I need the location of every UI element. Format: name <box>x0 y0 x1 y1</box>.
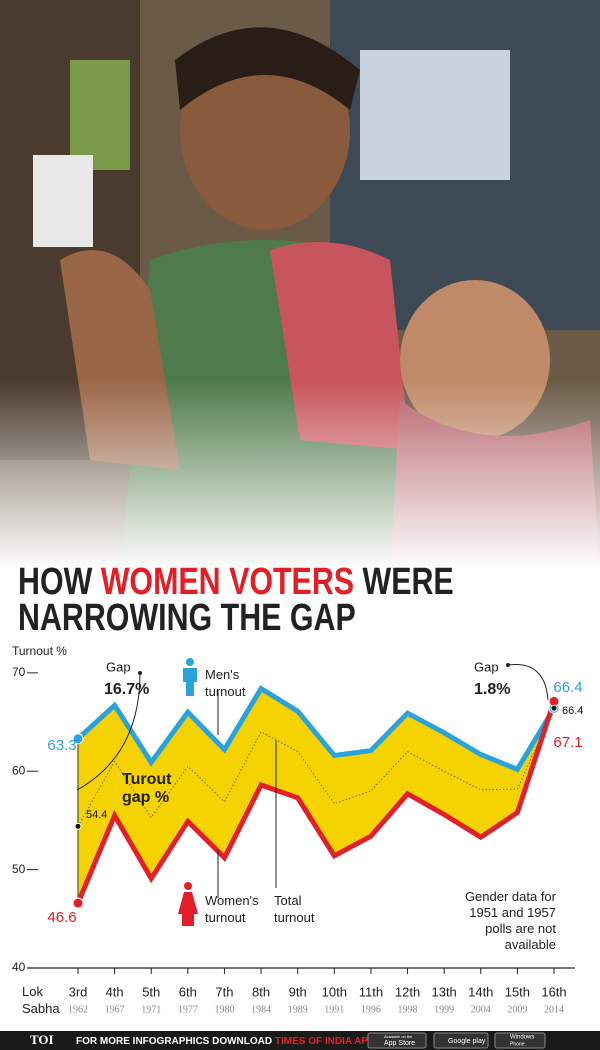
footer-text: FOR MORE INFOGRAPHICS DOWNLOAD TIMES OF … <box>76 1036 375 1047</box>
badge-text: Phone <box>510 1041 525 1047</box>
value-label: 54.4 <box>86 809 107 821</box>
x-tick-year: 1962 <box>68 1004 88 1015</box>
end-point <box>550 704 558 712</box>
women-icon <box>184 882 192 890</box>
x-tick-label: 6th <box>179 984 197 999</box>
title-line: HOW WOMEN VOTERS WERE <box>18 561 454 603</box>
annotation-value: 1.8% <box>474 681 510 698</box>
x-tick-label: 10th <box>322 984 347 999</box>
x-tick-label: 4th <box>106 984 124 999</box>
value-label: 67.1 <box>553 734 582 751</box>
men-icon <box>183 668 197 696</box>
badge-text: Google play <box>448 1038 486 1045</box>
end-point <box>72 733 84 745</box>
y-tick-label: 40 <box>12 960 26 974</box>
x-tick-label: 8th <box>252 984 270 999</box>
value-label: 63.3 <box>47 737 76 754</box>
footer-app: TIMES OF INDIA APP <box>275 1036 375 1047</box>
chart: Turnout % 40 50 60 70 3rd 1962 4th 1967 5th 1971 6t… <box>12 644 583 1016</box>
x-tick-year: 2014 <box>544 1004 564 1015</box>
note-line: available <box>505 937 556 952</box>
men-label-line: turnout <box>205 684 246 699</box>
x-tick-label: 12th <box>395 984 420 999</box>
leader <box>507 663 549 701</box>
turnout-line <box>75 700 557 905</box>
title-word: HOW <box>18 561 93 603</box>
men-label-line: Men's <box>205 667 240 682</box>
badge-text: Windows <box>510 1035 534 1041</box>
x-tick-year: 1967 <box>105 1004 125 1015</box>
x-tick-year: 1971 <box>141 1004 161 1015</box>
title-word: WERE <box>363 561 454 603</box>
photo <box>0 0 600 570</box>
x-tick-label: 11th <box>359 984 383 999</box>
x-axis-label: Lok Sabha <box>22 984 60 1016</box>
leader-dot <box>506 663 510 667</box>
end-point <box>74 822 82 830</box>
end-point <box>72 897 84 909</box>
x-tick-year: 1984 <box>251 1004 271 1015</box>
title-line: NARROWING THE GAP <box>18 597 356 639</box>
x-tick-year: 1980 <box>214 1004 234 1015</box>
women-label-line: turnout <box>205 910 246 925</box>
annotation: Gap <box>106 659 131 674</box>
annotation-value: 16.7% <box>104 681 149 698</box>
x-tick-label: 9th <box>289 984 307 999</box>
x-tick-year: 1989 <box>288 1004 308 1015</box>
x-axis-label-line: Sabha <box>22 1001 60 1016</box>
area-label: Turout gap % <box>122 771 172 806</box>
gap-area <box>78 688 554 904</box>
x-tick-label: 3rd <box>69 984 88 999</box>
y-tick-label: 60 <box>12 763 26 777</box>
note-line: polls are not <box>485 921 556 936</box>
turnout-line <box>76 685 557 773</box>
x-tick-year: 1977 <box>178 1004 198 1015</box>
x-tick-year: 2004 <box>471 1004 491 1015</box>
y-tick-label: 50 <box>12 862 26 876</box>
total-label-line: Total <box>274 893 302 908</box>
total-label-line: turnout <box>274 910 315 925</box>
y-axis-label: Turnout % <box>12 644 67 658</box>
leader-dot <box>138 671 142 675</box>
women-icon <box>178 892 198 926</box>
x-tick-year: 1991 <box>324 1004 344 1015</box>
y-tick-label: 70 <box>12 665 26 679</box>
annotation: Gap <box>474 659 499 674</box>
note: Gender data for 1951 and 1957 polls are no… <box>465 889 557 952</box>
x-tick-year: 2009 <box>507 1004 527 1015</box>
area-label-line: Turout <box>122 771 172 788</box>
area-label-line: gap % <box>122 789 169 806</box>
badge-text: Available on the <box>384 1034 413 1039</box>
x-tick-label: 7th <box>215 984 233 999</box>
women-label: Women's turnout <box>205 893 259 925</box>
x-axis-label-line: Lok <box>22 984 43 999</box>
x-tick-year: 1996 <box>361 1004 381 1015</box>
leader <box>76 672 141 791</box>
title: HOW WOMEN VOTERS WERE NARROWING THE GAP <box>18 561 454 639</box>
x-tick-label: 14th <box>468 984 493 999</box>
x-tick-label: 5th <box>142 984 160 999</box>
value-label: 66.4 <box>553 679 582 696</box>
x-tick-year: 1999 <box>434 1004 454 1015</box>
value-label: 46.6 <box>47 909 76 926</box>
value-label: 66.4 <box>562 705 583 717</box>
x-tick-label: 15th <box>505 984 530 999</box>
x-tick-label: 16th <box>541 984 566 999</box>
men-label: Men's turnout <box>205 667 246 699</box>
x-tick-year: 1998 <box>398 1004 418 1015</box>
note-line: 1951 and 1957 <box>469 905 556 920</box>
men-icon <box>186 658 194 666</box>
badge-text: App Store <box>384 1040 415 1047</box>
footer-text: FOR MORE INFOGRAPHICS DOWNLOAD <box>76 1036 272 1047</box>
women-label-line: Women's <box>205 893 259 908</box>
total-label: Total turnout <box>274 893 315 925</box>
footer-logo: TOI <box>30 1032 54 1047</box>
footer: TOI FOR MORE INFOGRAPHICS DOWNLOAD TIMES… <box>0 1031 600 1050</box>
title-highlight: WOMEN VOTERS <box>101 561 354 603</box>
note-line: Gender data for <box>465 889 557 904</box>
x-tick-label: 13th <box>431 984 456 999</box>
